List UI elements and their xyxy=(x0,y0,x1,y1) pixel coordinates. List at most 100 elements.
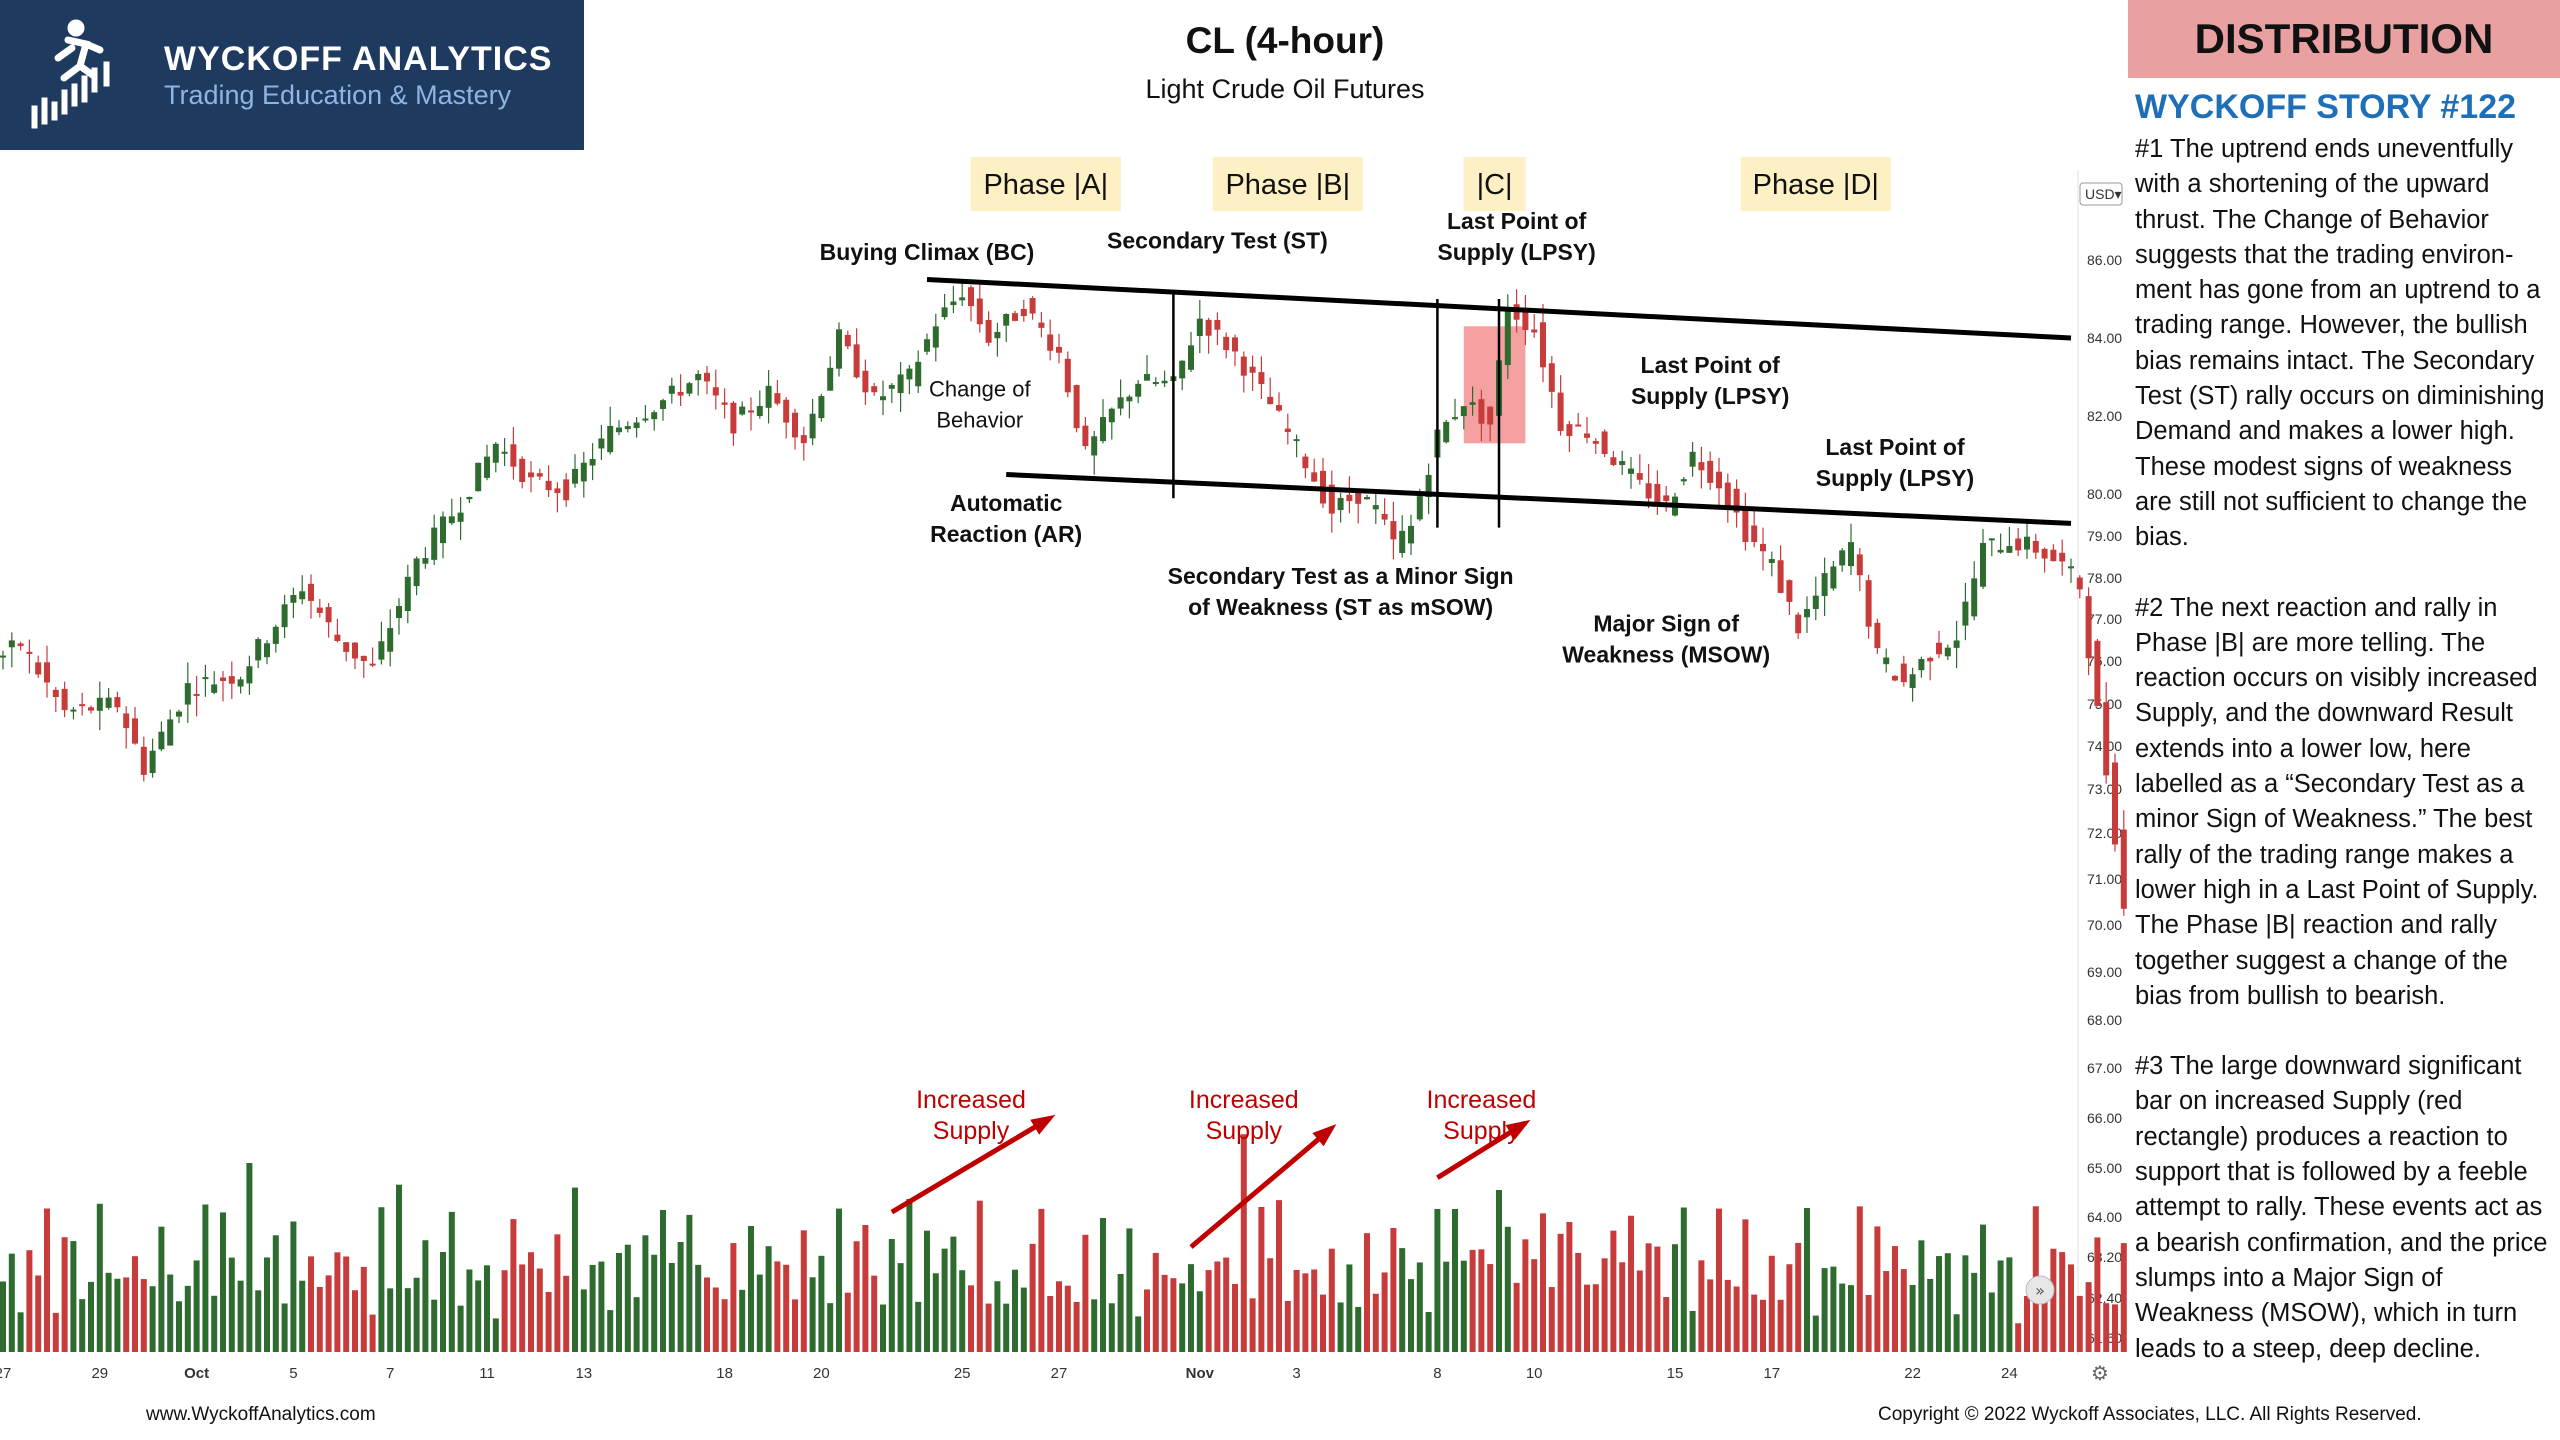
volume-bar xyxy=(1724,1279,1731,1352)
candle-body xyxy=(1927,657,1934,662)
volume-bar xyxy=(440,1251,446,1352)
candle-body xyxy=(1601,431,1608,454)
candle-body xyxy=(528,472,534,478)
annotation-label: Reaction (AR) xyxy=(930,521,1082,547)
candle-body xyxy=(369,663,376,666)
y-tick-label: 67.00 xyxy=(2087,1060,2122,1076)
volume-bar xyxy=(1117,1273,1124,1352)
footer-website: www.WyckoffAnalytics.com xyxy=(146,1404,376,1425)
candle-body xyxy=(1205,319,1212,336)
candle-body xyxy=(1689,451,1696,467)
candle-body xyxy=(1619,461,1626,466)
candle-body xyxy=(61,688,68,711)
volume-bar xyxy=(1399,1248,1406,1352)
volume-bar xyxy=(1205,1270,1212,1352)
volume-bar xyxy=(906,1199,913,1352)
candle-body xyxy=(1020,308,1027,317)
volume-bar xyxy=(2006,1257,2013,1352)
y-tick-label: 78.00 xyxy=(2087,570,2122,586)
volume-bar xyxy=(950,1236,957,1352)
volume-bar xyxy=(1980,1224,1986,1352)
candle-body xyxy=(1540,322,1546,368)
volume-bar xyxy=(1936,1256,1942,1352)
candle-body xyxy=(2112,762,2118,845)
volume-bar xyxy=(554,1234,561,1352)
candle-body xyxy=(598,438,605,449)
x-tick-label: 8 xyxy=(1433,1365,1441,1382)
volume-bar xyxy=(607,1310,614,1352)
annotation-label: Increased xyxy=(1189,1086,1299,1114)
candle-body xyxy=(1284,428,1291,433)
x-tick-label: 13 xyxy=(575,1365,592,1382)
candle-body xyxy=(651,412,658,420)
volume-bar xyxy=(1566,1221,1573,1352)
volume-bar xyxy=(1126,1228,1133,1352)
x-tick-label: 3 xyxy=(1292,1365,1300,1382)
x-tick-label: Nov xyxy=(1186,1365,1215,1382)
candle-body xyxy=(1003,313,1010,326)
volume-bar xyxy=(1258,1206,1265,1352)
candle-body xyxy=(1592,440,1599,444)
candle-body xyxy=(246,666,253,684)
volume-bar xyxy=(61,1237,68,1352)
volume-bar xyxy=(369,1314,376,1352)
volume-bar xyxy=(448,1211,455,1352)
volume-bar xyxy=(70,1241,77,1352)
candle-body xyxy=(360,655,367,662)
candle-body xyxy=(1610,457,1617,465)
volume-bar xyxy=(17,1312,24,1352)
candle-body xyxy=(2059,552,2066,562)
volume-bar xyxy=(1179,1283,1186,1352)
volume-bar xyxy=(1056,1281,1062,1352)
volume-bar xyxy=(1337,1302,1344,1352)
volume-bar xyxy=(1408,1279,1414,1352)
candle-body xyxy=(721,402,728,405)
candle-body xyxy=(167,719,174,746)
candle-body xyxy=(334,634,341,641)
volume-bar xyxy=(1856,1206,1863,1352)
candle-body xyxy=(1971,578,1978,617)
volume-bar xyxy=(1601,1258,1608,1352)
volume-bar xyxy=(1504,1226,1511,1352)
phase-box xyxy=(1740,157,1891,211)
candle-body xyxy=(1636,473,1643,480)
candle-body xyxy=(1258,372,1265,385)
volume-bar xyxy=(862,1224,869,1352)
volume-bar xyxy=(1909,1284,1916,1352)
candle-body xyxy=(730,402,737,434)
candle-body xyxy=(1117,397,1124,409)
candle-body xyxy=(1584,433,1590,438)
volume-bar xyxy=(827,1303,834,1352)
candle-body xyxy=(396,605,402,619)
x-tick-label: 5 xyxy=(289,1365,297,1382)
candle-body xyxy=(1056,346,1062,353)
annotation-label: Secondary Test (ST) xyxy=(1107,227,1328,253)
volume-bar xyxy=(1716,1208,1722,1352)
volume-bar xyxy=(1496,1190,1502,1352)
y-tick-label: 80.00 xyxy=(2087,486,2122,502)
volume-bar xyxy=(1012,1269,1018,1352)
candle-body xyxy=(431,527,438,560)
annotation-label: Supply xyxy=(1443,1117,1520,1145)
volume-bar xyxy=(686,1214,693,1352)
candle-body xyxy=(1504,311,1511,366)
volume-bar xyxy=(536,1268,543,1352)
volume-bar xyxy=(123,1277,130,1352)
candle-body xyxy=(2006,546,2013,553)
candle-body xyxy=(1830,566,1837,589)
volume-bar xyxy=(1267,1258,1274,1352)
volume-bar xyxy=(1795,1242,1802,1352)
candle-body xyxy=(1399,530,1406,553)
candle-body xyxy=(871,386,878,393)
volume-bar xyxy=(1619,1262,1626,1352)
volume-bar xyxy=(8,1253,15,1352)
candle-body xyxy=(1804,609,1810,618)
candle-body xyxy=(8,640,15,648)
volume-bar xyxy=(1293,1269,1300,1352)
candle-body xyxy=(1628,468,1634,474)
logo-name: WYCKOFF ANALYTICS xyxy=(164,40,553,78)
candle-body xyxy=(1557,392,1564,431)
footer-copyright: Copyright © 2022 Wyckoff Associates, LLC… xyxy=(1878,1404,2422,1425)
volume-bar xyxy=(880,1304,886,1352)
candle-body xyxy=(255,639,262,661)
